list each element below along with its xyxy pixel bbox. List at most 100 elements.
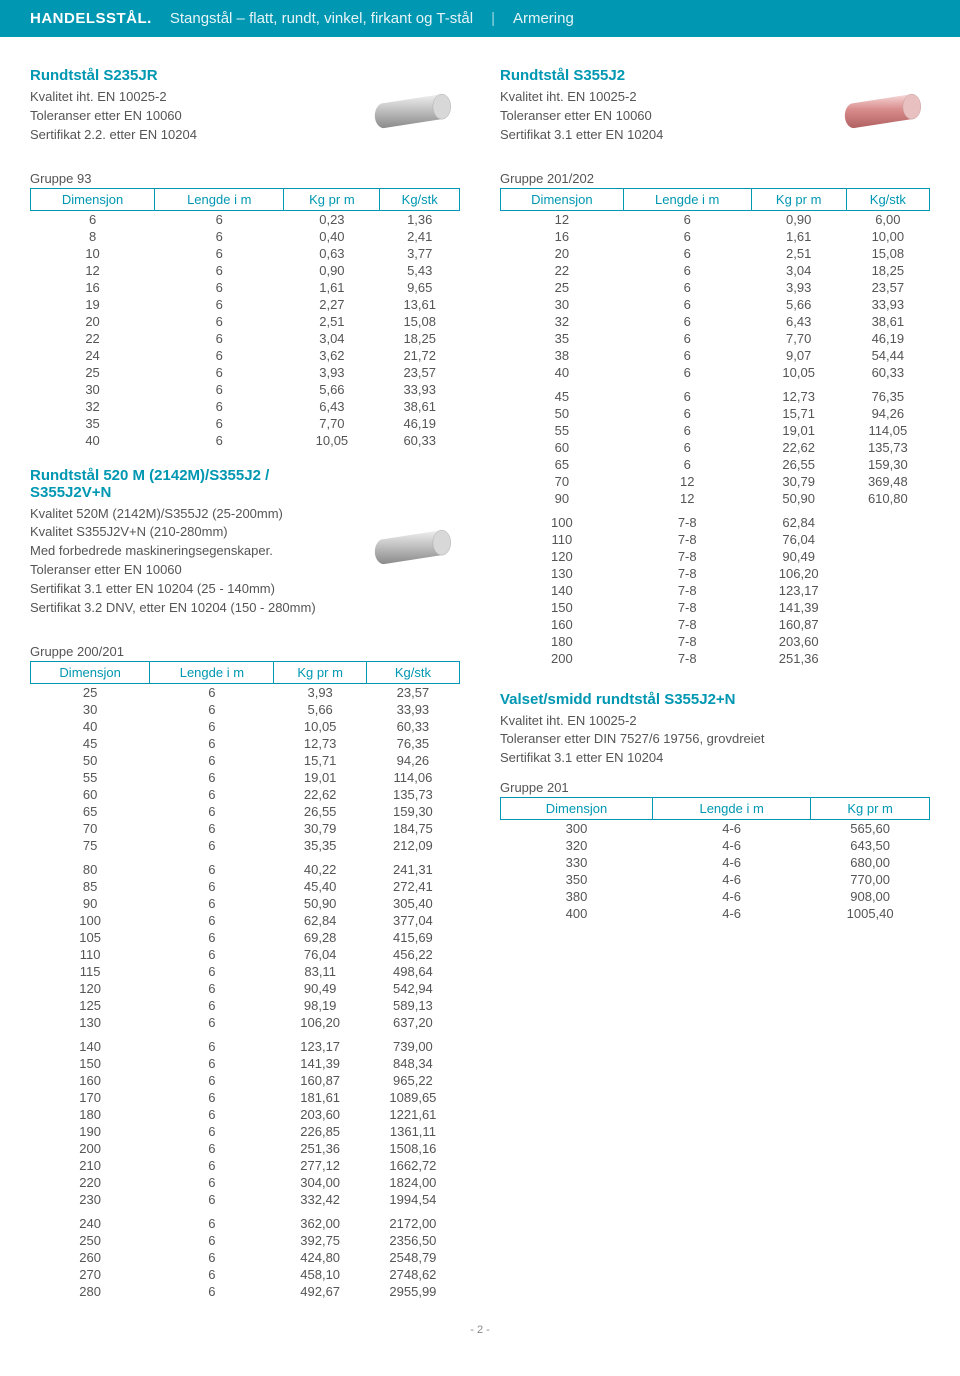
table-cell: 203,60 [274,1106,366,1123]
table-cell: 362,00 [274,1208,366,1232]
table-cell: 5,66 [274,701,366,718]
table-row: 3065,6633,93 [501,296,930,313]
separator: | [491,10,495,27]
table-header: Lengde i m [623,188,751,210]
table-cell: 7-8 [623,548,751,565]
table-cell: 10,05 [751,364,846,381]
table-cell: 23,57 [380,364,460,381]
table-cell [846,531,929,548]
table-cell: 90,49 [751,548,846,565]
table-cell: 184,75 [366,820,459,837]
table-cell: 7-8 [623,633,751,650]
left-column: Rundtstål S235JR Kvalitet iht. EN 10025-… [30,67,460,1300]
table-row: 90650,90305,40 [31,895,460,912]
table-cell: 123,17 [274,1031,366,1055]
table-cell: 260 [31,1249,150,1266]
table-cell: 6 [150,1232,274,1249]
table-cell: 6 [150,1157,274,1174]
table-cell: 25 [31,364,155,381]
table-cell: 240 [31,1208,150,1232]
table-row: 1260,905,43 [31,262,460,279]
section-a-title: Rundtstål S235JR [30,67,354,84]
table-cell: 6 [623,279,751,296]
table-cell: 120 [31,980,150,997]
table-cell: 6 [150,1055,274,1072]
table-cell [846,507,929,531]
table-cell: 170 [31,1089,150,1106]
table-row: 1806203,601221,61 [31,1106,460,1123]
table-cell: 54,44 [846,347,929,364]
table-cell: 12 [623,490,751,507]
table-cell: 6 [623,422,751,439]
table-header: Dimensjon [501,188,624,210]
table-row: 60622,62135,73 [31,786,460,803]
table-cell: 3,04 [751,262,846,279]
table-row: 3204-6643,50 [501,837,930,854]
table-cell: 22 [501,262,624,279]
table-row: 65626,55159,30 [501,456,930,473]
table-cell: 4-6 [653,854,811,871]
table-cell: 6 [150,878,274,895]
table-cell: 60,33 [380,432,460,449]
table-cell: 159,30 [366,803,459,820]
table-cell: 38,61 [380,398,460,415]
table-cell: 3,04 [284,330,380,347]
section-d-header: Valset/smidd rundtstål S355J2+N Kvalitet… [500,691,930,769]
table-cell: 965,22 [366,1072,459,1089]
table-cell: 6,43 [751,313,846,330]
table-cell: 6 [150,1249,274,1266]
table-row: 2007-8251,36 [501,650,930,667]
table-cell: 4-6 [653,888,811,905]
table-row: 70630,79184,75 [31,820,460,837]
table-cell: 6 [155,279,284,296]
table-cell: 6 [150,786,274,803]
table-cell [846,599,929,616]
table-cell: 40,22 [274,854,366,878]
table-cell: 65 [31,803,150,820]
table-cell: 498,64 [366,963,459,980]
table-cell: 40 [501,364,624,381]
table-header: Lengde i m [150,661,274,683]
section-c-title: Rundtstål S355J2 [500,67,824,84]
table-c: DimensjonLengde i mKg pr mKg/stk1260,906… [500,188,930,667]
table-cell: 320 [501,837,653,854]
table-cell: 114,06 [366,769,459,786]
table-cell: 15,71 [751,405,846,422]
table-cell: 4-6 [653,837,811,854]
table-cell: 6 [150,1208,274,1232]
table-row: 3266,4338,61 [31,398,460,415]
table-row: 3804-6908,00 [501,888,930,905]
table-cell: 70 [501,473,624,490]
table-cell: 542,94 [366,980,459,997]
table-cell: 6 [623,313,751,330]
table-cell: 251,36 [274,1140,366,1157]
table-cell: 6 [623,381,751,405]
table-cell: 7-8 [623,650,751,667]
table-cell: 332,42 [274,1191,366,1208]
table-cell: 6 [623,456,751,473]
table-cell: 24 [31,347,155,364]
table-row: 2406362,002172,00 [31,1208,460,1232]
section-d-title: Valset/smidd rundtstål S355J2+N [500,691,930,708]
table-cell: 13,61 [380,296,460,313]
table-cell: 70 [31,820,150,837]
table-cell: 12 [623,473,751,490]
table-cell: 30 [31,701,150,718]
table-row: 3004-6565,60 [501,820,930,838]
table-cell: 6 [155,381,284,398]
table-cell [846,548,929,565]
table-cell: 277,12 [274,1157,366,1174]
table-row: 1306106,20637,20 [31,1014,460,1031]
table-cell: 45 [31,735,150,752]
table-cell: 2172,00 [366,1208,459,1232]
table-cell: 21,72 [380,347,460,364]
section-a-header: Rundtstål S235JR Kvalitet iht. EN 10025-… [30,67,460,157]
table-cell: 12,73 [751,381,846,405]
table-cell: 10,05 [284,432,380,449]
table-cell: 6 [155,398,284,415]
table-cell: 55 [501,422,624,439]
table-row: 2563,9323,57 [31,683,460,701]
table-row: 40610,0560,33 [31,432,460,449]
table-cell: 26,55 [274,803,366,820]
table-header: Dimensjon [31,188,155,210]
